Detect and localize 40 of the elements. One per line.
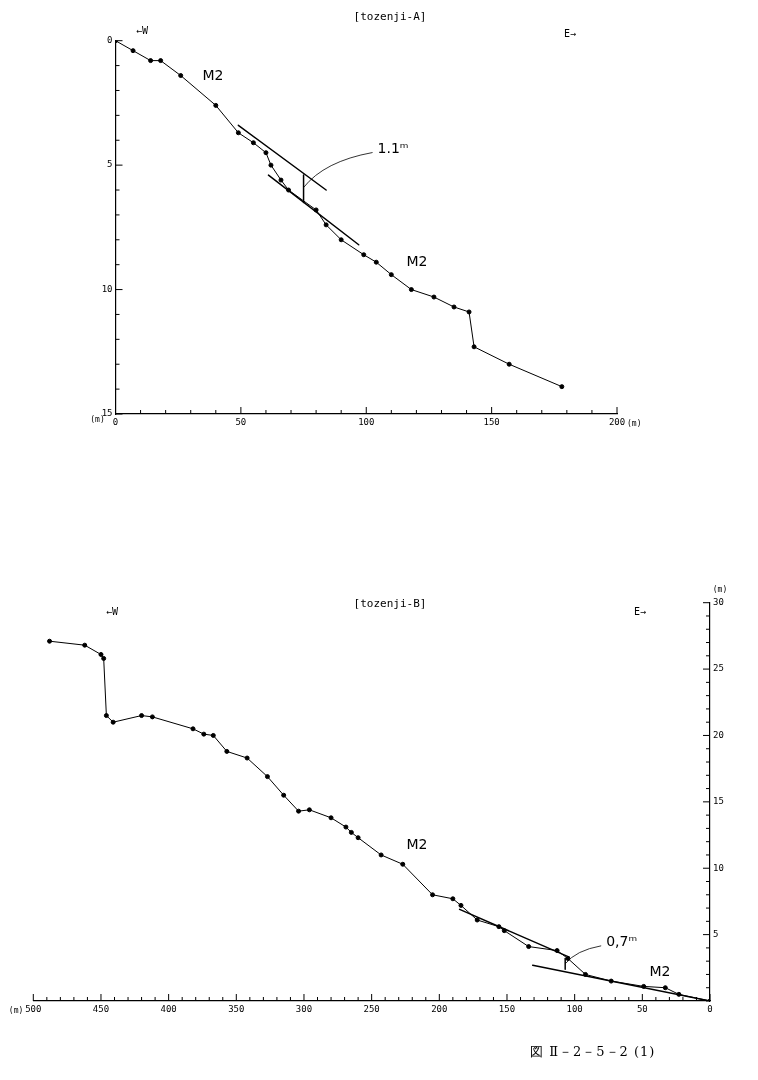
y-tick-label: 25 [713,663,724,674]
annotation: 0,7ᵐ [606,933,638,950]
y-axis-title: (m) [712,584,728,594]
x-tick-label: 50 [235,416,247,427]
annotation: M2 [406,835,428,852]
annotation: M2 [649,962,671,979]
x-tick-label: 250 [363,1003,380,1014]
annotation: E→ [633,605,647,617]
annotation: M2 [406,252,428,269]
x-tick-label: 200 [431,1003,448,1014]
chart-title: [tozenji-A] [353,9,427,23]
x-tick-label: 350 [228,1003,245,1014]
x-tick-label: 100 [358,416,375,427]
text: 図 Ⅱ－2－5－2 (1) [530,1043,656,1061]
x-tick-label: 150 [483,416,500,427]
y-tick-label: 30 [713,597,724,608]
y-tick-label: 15 [713,796,724,807]
y-tick-label: 5 [107,159,113,170]
text: E→ [563,27,577,39]
x-tick-label: 50 [636,1003,648,1014]
y-tick-label: 10 [101,283,113,294]
text: ←W [135,24,149,36]
x-tick-label: 500 [25,1003,42,1014]
x-tick-label: 300 [295,1003,313,1014]
y-tick-label: 10 [713,862,724,873]
x-tick-label: 450 [92,1003,110,1014]
y-tick-label: 20 [713,729,724,740]
annotation: ←W [105,605,119,617]
y-tick-label: 5 [713,928,719,939]
x-axis-title: (m) [8,1006,24,1016]
chart-title: [tozenji-B] [353,596,427,610]
x-tick-label: 100 [566,1003,583,1014]
x-tick-label: 150 [498,1003,516,1014]
y-tick-label: 0 [107,35,113,46]
x-axis-title: (m) [627,419,642,429]
x-tick-label: 400 [160,1003,177,1014]
annotation: M2 [202,66,224,83]
annotation: 1.1ᵐ [377,140,409,157]
y-axis-title: (m) [90,415,105,425]
x-tick-label: 200 [608,416,626,427]
